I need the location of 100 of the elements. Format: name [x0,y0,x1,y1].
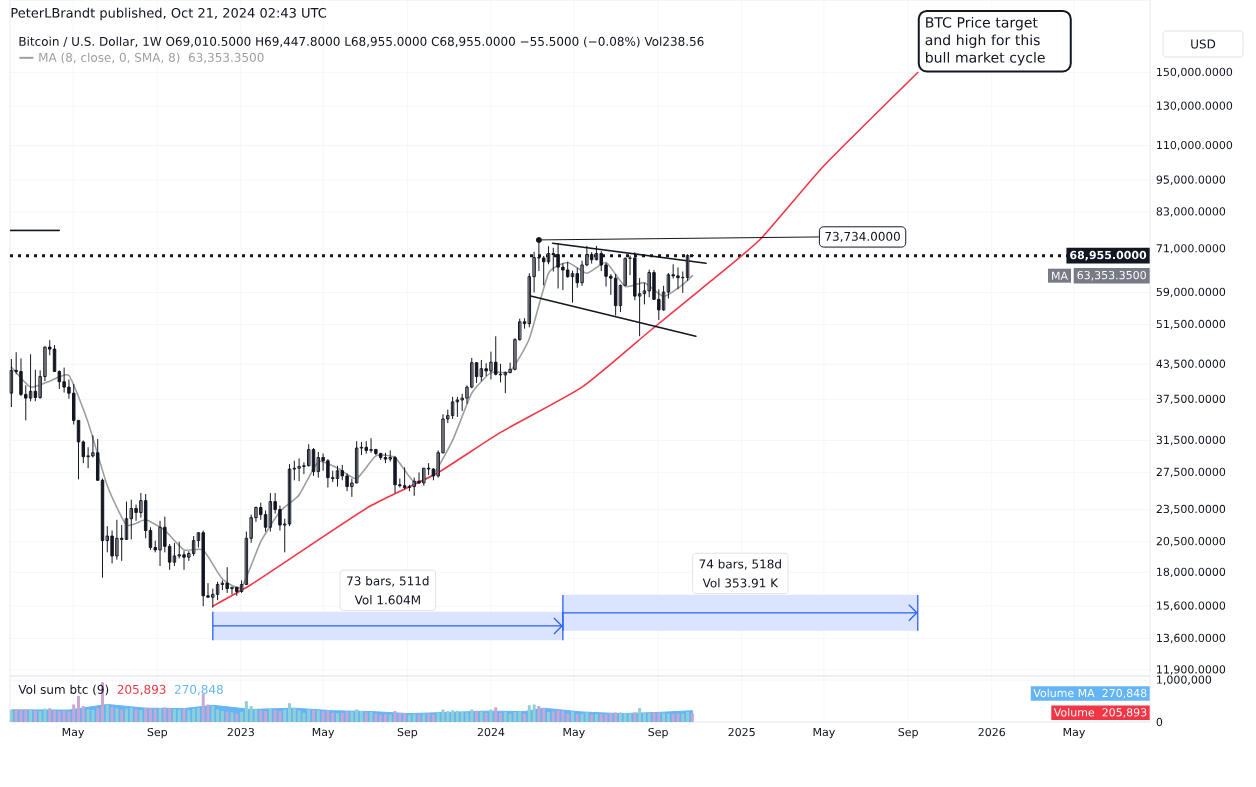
bar [604,714,608,722]
annotation: 73,734.0000 [825,231,900,243]
annotation: 63,353.3500 [1077,270,1146,281]
y-tick-label: 20,500.0000 [1156,537,1226,547]
bar [407,714,411,722]
bar [647,713,651,722]
bar [96,708,100,722]
y-tick-label: 95,000.0000 [1156,175,1226,185]
bar [273,709,277,722]
bar [268,708,272,722]
bar [297,710,301,722]
bar [67,711,71,722]
bar [417,714,421,722]
y-tick-label: 0 [1156,717,1163,727]
annotation: Vol 1.604M [354,595,420,605]
annotation: 205,893 [1102,708,1147,718]
bar [527,705,531,722]
annotation: 63,353.3500 [188,52,264,64]
bar [335,713,339,722]
candlestick [383,452,388,464]
x-tick-label: 2024 [477,727,505,737]
bar [422,714,426,722]
bar [244,701,248,722]
y-tick-label: 130,000.0000 [1157,101,1233,111]
bar [642,712,646,722]
x-tick-label: 2025 [728,727,755,737]
bar [652,712,656,722]
annotation: Vol 353.91 K [702,578,779,588]
annotation: 205,893 [117,684,166,696]
bar [403,713,407,722]
bar [326,710,330,722]
y-tick-label: 51,500.0000 [1156,319,1226,330]
bar [235,713,239,722]
bar [321,711,325,722]
text: MA (8, close, 0, SMA, 8) [39,52,180,64]
bar [230,712,234,722]
x-tick-label: May [563,727,585,739]
y-tick-label: 1,000,000 [1157,675,1212,685]
x-tick-label: Sep [648,727,668,739]
text: Bitcoin / U.S. Dollar, 1W O69,010.5000 H69,447.8000 L68,955.0000 C68,955.0000 −55.5000 (−0.08%) Vol238.56 [19,36,704,48]
bar [489,709,493,722]
bar [594,714,598,722]
annotation: PeterLBrandt published, Oct 21, 2024 02:43 UTC [11,7,327,21]
x-tick-label: 2026 [978,727,1006,737]
x-tick-label: May [62,727,85,739]
bar [316,710,320,722]
bar [470,709,474,722]
bar [129,707,133,722]
bar [254,709,258,722]
bar [690,713,694,722]
candlestick [378,452,383,461]
bar [666,713,670,722]
x-tick-label: May [312,727,335,739]
bar [609,713,613,722]
x-tick-label: Sep [898,727,918,739]
bar [364,712,368,722]
bar [187,709,191,722]
bar [551,711,555,722]
bar [590,714,594,722]
bar [43,708,47,722]
annotation: 270,848 [174,684,223,696]
y-tick-label: 37,500.0000 [1156,394,1226,405]
bar [115,708,119,722]
candlestick [455,396,460,418]
x-tick-label: May [813,727,835,739]
bar [57,711,61,722]
bar [312,709,316,722]
candlestick [335,465,340,488]
line-series [212,71,919,607]
line-series [10,261,694,589]
candlestick [268,492,273,533]
bar [686,711,690,722]
bar [249,706,253,722]
bar [19,710,23,722]
band-label: 73 bars, 511d [347,576,429,587]
bar [393,711,397,722]
bar [172,709,176,722]
bar [220,711,224,722]
bar [614,712,618,722]
text: USD [1191,39,1216,49]
y-tick-label: 110,000.0000 [1157,140,1233,151]
bar [163,707,167,722]
y-tick-label: 23,500.0000 [1156,504,1226,515]
bar [350,711,354,722]
bar [81,706,85,722]
bar [139,709,143,722]
bar [585,712,589,722]
annotation: 270,848 [1102,688,1147,699]
text: Volume [1053,707,1095,717]
bar [307,709,311,722]
y-tick-label: 15,600.0000 [1157,601,1226,611]
bar [33,710,37,722]
bar [288,703,292,722]
bar [77,695,81,722]
bar [676,713,680,722]
text: Vol sum btc (9) [18,684,109,696]
band-label: 74 bars, 518d [699,559,781,570]
candlestick [402,466,407,490]
bar [494,707,498,722]
bar [86,709,90,722]
